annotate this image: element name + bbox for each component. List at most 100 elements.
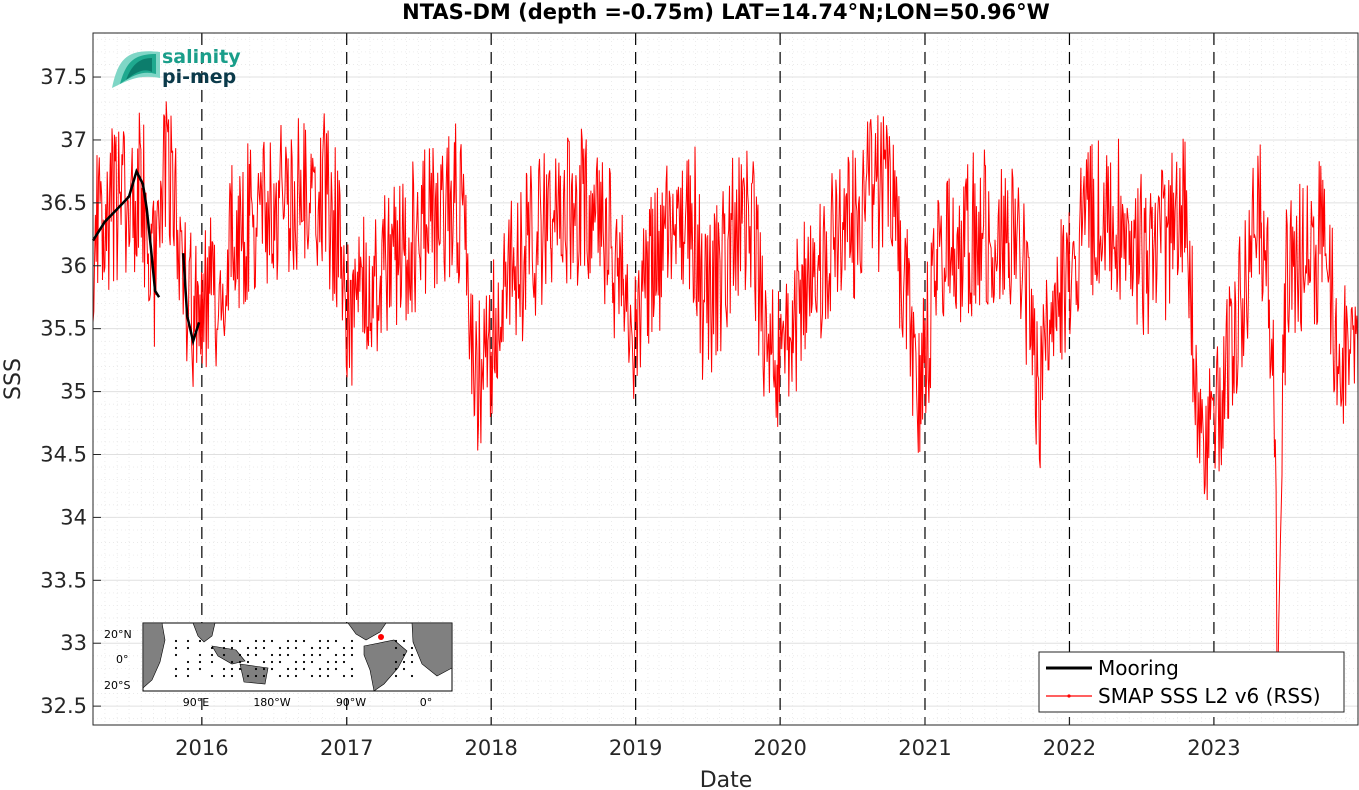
y-axis-label: SSS bbox=[1, 358, 26, 400]
buoy-marker bbox=[270, 639, 274, 643]
buoy-marker bbox=[350, 653, 354, 657]
buoy-marker bbox=[318, 667, 322, 671]
buoy-marker bbox=[174, 667, 178, 671]
buoy-marker bbox=[310, 660, 314, 664]
buoy-marker bbox=[238, 667, 242, 671]
buoy-marker bbox=[278, 646, 282, 650]
buoy-marker bbox=[198, 653, 202, 657]
buoy-marker bbox=[270, 660, 274, 664]
buoy-marker bbox=[350, 639, 354, 643]
buoy-marker bbox=[318, 646, 322, 650]
buoy-marker bbox=[326, 667, 330, 671]
buoy-marker bbox=[198, 667, 202, 671]
y-tick-label: 35.5 bbox=[40, 317, 87, 341]
buoy-marker bbox=[222, 674, 226, 678]
buoy-marker bbox=[334, 667, 338, 671]
buoy-marker bbox=[246, 646, 250, 650]
buoy-marker bbox=[186, 674, 190, 678]
buoy-marker bbox=[262, 639, 266, 643]
buoy-marker bbox=[222, 653, 226, 657]
buoy-marker bbox=[394, 667, 398, 671]
buoy-marker bbox=[402, 660, 406, 664]
buoy-marker bbox=[334, 639, 338, 643]
buoy-marker bbox=[286, 674, 290, 678]
buoy-marker bbox=[186, 667, 190, 671]
buoy-marker bbox=[394, 646, 398, 650]
buoy-marker bbox=[210, 646, 214, 650]
y-tick-label: 37.5 bbox=[40, 65, 87, 89]
series-line-mooring bbox=[91, 168, 201, 347]
buoy-marker bbox=[334, 653, 338, 657]
buoy-marker bbox=[238, 653, 242, 657]
legend-label-smap: SMAP SSS L2 v6 (RSS) bbox=[1098, 684, 1321, 708]
buoy-marker bbox=[310, 674, 314, 678]
x-axis-label: Date bbox=[700, 768, 753, 790]
y-tick-label: 36.5 bbox=[40, 191, 87, 215]
logo-line1: salinity bbox=[162, 46, 241, 68]
x-tick-label: 2018 bbox=[464, 736, 517, 760]
buoy-marker bbox=[410, 674, 414, 678]
y-tick-label: 33 bbox=[60, 631, 87, 655]
buoy-marker bbox=[230, 646, 234, 650]
buoy-marker bbox=[286, 667, 290, 671]
buoy-marker bbox=[410, 646, 414, 650]
inset-map-frame bbox=[142, 622, 453, 692]
buoy-marker bbox=[326, 674, 330, 678]
buoy-marker bbox=[222, 646, 226, 650]
buoy-marker bbox=[186, 660, 190, 664]
chart-title: NTAS-DM (depth =-0.75m) LAT=14.74°N;LON=… bbox=[402, 0, 1050, 24]
buoy-marker bbox=[286, 653, 290, 657]
x-axis-ticks: 2016 2017 2018 2019 2020 2021 2022 2023 bbox=[175, 717, 1241, 760]
inset-map-land bbox=[142, 622, 453, 692]
buoy-marker bbox=[222, 639, 226, 643]
buoy-marker bbox=[238, 639, 242, 643]
buoy-marker bbox=[342, 660, 346, 664]
buoy-marker bbox=[310, 646, 314, 650]
buoy-marker bbox=[302, 639, 306, 643]
map-lon-label-90e: 90°E bbox=[183, 696, 209, 709]
buoy-marker bbox=[238, 660, 242, 664]
buoy-marker bbox=[254, 639, 258, 643]
buoy-marker bbox=[222, 667, 226, 671]
x-tick-label: 2020 bbox=[753, 736, 806, 760]
buoy-marker bbox=[394, 639, 398, 643]
y-tick-label: 37 bbox=[60, 128, 87, 152]
buoy-marker bbox=[402, 639, 406, 643]
buoy-marker bbox=[410, 653, 414, 657]
logo-wave-icon bbox=[112, 51, 160, 88]
buoy-marker bbox=[230, 674, 234, 678]
buoy-marker bbox=[342, 674, 346, 678]
buoy-marker bbox=[246, 660, 250, 664]
buoy-marker bbox=[326, 639, 330, 643]
buoy-marker bbox=[294, 646, 298, 650]
series-line-smap bbox=[92, 101, 1359, 689]
buoy-marker bbox=[186, 639, 190, 643]
axes-box bbox=[92, 32, 1359, 726]
buoy-marker bbox=[198, 660, 202, 664]
buoy-marker bbox=[210, 660, 214, 664]
y-tick-label: 33.5 bbox=[40, 568, 87, 592]
buoy-marker bbox=[318, 639, 322, 643]
buoy-marker bbox=[394, 674, 398, 678]
buoy-marker bbox=[334, 660, 338, 664]
buoy-marker bbox=[230, 639, 234, 643]
buoy-marker bbox=[262, 660, 266, 664]
inset-map: 20°N 0° 20°S 90°E 180°W 90°W 0° bbox=[104, 622, 453, 709]
legend-label-mooring: Mooring bbox=[1098, 656, 1179, 680]
buoy-marker bbox=[326, 646, 330, 650]
y-axis-ticks: 32.5 33 33.5 34 34.5 35 35.5 36 36.5 37 37.5 bbox=[40, 65, 101, 718]
map-lon-label-90w: 90°W bbox=[336, 696, 366, 709]
buoy-marker bbox=[186, 646, 190, 650]
buoy-marker bbox=[318, 653, 322, 657]
buoy-marker bbox=[230, 660, 234, 664]
buoy-marker bbox=[402, 667, 406, 671]
buoy-marker bbox=[310, 653, 314, 657]
buoy-marker bbox=[210, 653, 214, 657]
inset-map-buoys bbox=[174, 639, 414, 678]
x-tick-label: 2019 bbox=[609, 736, 662, 760]
buoy-marker bbox=[286, 646, 290, 650]
buoy-marker bbox=[342, 646, 346, 650]
buoy-marker bbox=[402, 653, 406, 657]
buoy-marker bbox=[294, 674, 298, 678]
buoy-marker bbox=[302, 653, 306, 657]
